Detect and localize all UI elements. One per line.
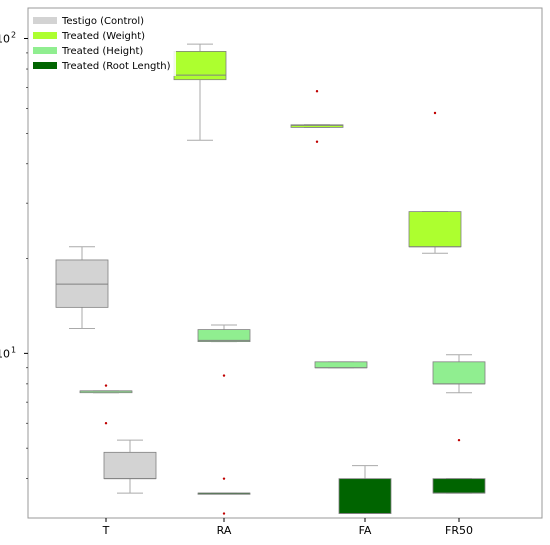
y-tick-exponent: 1 xyxy=(11,345,16,354)
box-treated-height--t xyxy=(79,384,133,425)
legend-swatch xyxy=(33,17,57,24)
outlier-point xyxy=(104,422,108,425)
outlier-point xyxy=(433,111,437,115)
outlier-point xyxy=(315,140,319,143)
box-treated-weight--fa xyxy=(290,90,344,143)
legend-label: Testigo (Control) xyxy=(61,16,144,27)
box-testigo-control--t xyxy=(103,439,157,494)
y-tick-label: 10 xyxy=(0,347,10,360)
x-tick-label: RA xyxy=(217,524,232,537)
legend: Testigo (Control) Treated (Weight) Treated… xyxy=(30,10,176,76)
box-treated-height--fa xyxy=(314,361,368,369)
outlier-point xyxy=(315,90,319,93)
box-iqr xyxy=(103,451,157,480)
x-tick-label: T xyxy=(102,524,110,537)
box-treated-root-length--ra xyxy=(197,477,251,515)
box-treated-root-length--fa xyxy=(338,465,392,515)
outlier-point xyxy=(104,384,108,387)
ticks-layer: TRAFAFR50102101 xyxy=(0,31,473,537)
legend-label: Treated (Weight) xyxy=(61,31,145,42)
box-testigo-control--t xyxy=(55,246,109,329)
outlier-point xyxy=(222,477,226,480)
plot-frame xyxy=(27,7,543,519)
box-iqr xyxy=(290,124,344,128)
legend-label: Treated (Height) xyxy=(61,46,143,57)
legend-label: Treated (Root Length) xyxy=(61,61,171,72)
legend-swatch xyxy=(33,47,57,54)
box-iqr xyxy=(338,478,392,514)
outlier-point xyxy=(222,374,226,377)
legend-swatch xyxy=(33,62,57,69)
outlier-point xyxy=(222,512,226,515)
box-treated-height--ra xyxy=(197,324,251,377)
box-iqr xyxy=(197,329,251,342)
legend-swatch xyxy=(33,32,57,39)
y-tick-label: 10 xyxy=(0,33,10,46)
outlier-point xyxy=(457,438,461,442)
box-treated-height--fr50 xyxy=(432,354,486,442)
x-tick-label: FA xyxy=(359,524,372,537)
boxes-layer xyxy=(55,43,486,515)
y-tick-exponent: 2 xyxy=(11,31,16,40)
box-iqr xyxy=(432,361,486,385)
box-iqr xyxy=(408,211,462,248)
box-treated-root-length--fr50 xyxy=(432,478,486,494)
box-iqr xyxy=(314,361,368,369)
x-tick-label: FR50 xyxy=(445,524,473,537)
box-iqr xyxy=(432,478,486,494)
box-treated-weight--fr50 xyxy=(408,111,462,254)
